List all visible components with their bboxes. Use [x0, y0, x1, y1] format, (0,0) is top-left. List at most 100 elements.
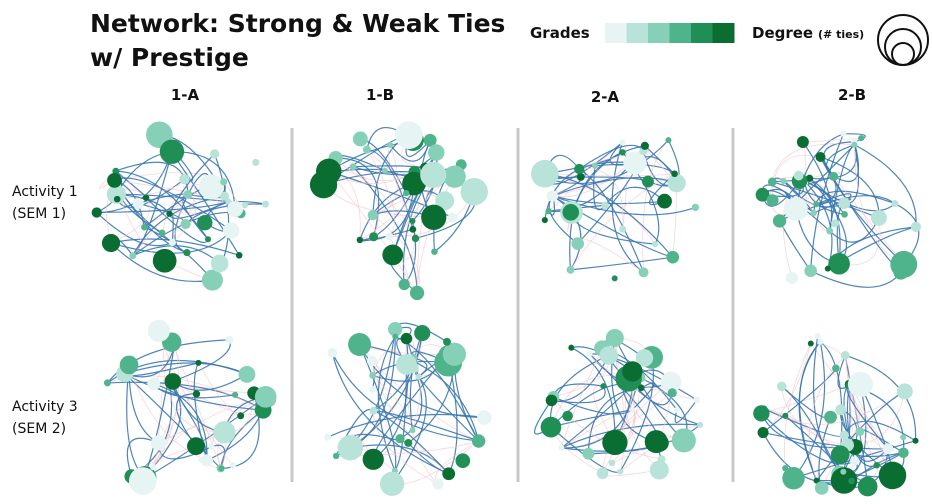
node — [324, 433, 332, 441]
node — [830, 467, 858, 494]
node — [896, 383, 913, 400]
node — [447, 212, 458, 223]
strong-tie — [327, 413, 485, 438]
node — [128, 467, 157, 495]
node — [900, 434, 907, 441]
node — [623, 151, 647, 175]
node — [757, 427, 769, 439]
strong-tie — [409, 332, 423, 431]
node — [141, 223, 148, 231]
strong-tie — [132, 245, 221, 264]
strong-tie — [153, 383, 208, 461]
node — [443, 165, 466, 188]
weak-tie — [359, 344, 448, 356]
strong-tie — [843, 133, 866, 143]
node — [106, 184, 126, 204]
node — [91, 207, 102, 218]
node — [369, 372, 376, 379]
strong-tie — [561, 423, 701, 449]
node — [152, 248, 177, 273]
node — [369, 232, 379, 242]
node — [423, 133, 437, 147]
strong-tie — [185, 203, 266, 225]
node — [192, 390, 201, 398]
strong-tie — [96, 212, 173, 247]
node — [180, 218, 191, 230]
strong-tie — [106, 339, 230, 384]
weak-tie — [366, 149, 395, 237]
node — [855, 427, 865, 436]
node — [395, 121, 423, 150]
node — [651, 434, 669, 452]
strong-tie — [810, 270, 902, 288]
node — [225, 335, 234, 344]
weak-tie — [763, 408, 841, 455]
node — [602, 429, 628, 456]
node — [666, 250, 680, 264]
node — [673, 406, 681, 414]
node — [782, 465, 789, 472]
weak-tie — [371, 360, 479, 442]
node — [828, 253, 850, 275]
degree-icon — [877, 14, 929, 66]
node — [826, 227, 834, 235]
node — [366, 355, 378, 367]
strong-tie — [551, 355, 610, 402]
node — [601, 201, 609, 210]
network — [91, 121, 269, 291]
strong-tie — [571, 347, 616, 443]
node — [582, 447, 595, 460]
node — [166, 210, 173, 217]
node — [784, 197, 808, 221]
node — [576, 172, 585, 181]
weak-tie — [762, 343, 812, 433]
node — [432, 478, 444, 490]
node — [638, 267, 649, 278]
strong-tie — [544, 161, 636, 221]
node — [635, 349, 654, 367]
node — [107, 173, 122, 188]
node — [667, 173, 686, 193]
node — [878, 461, 907, 490]
node — [254, 386, 277, 408]
node — [848, 477, 855, 485]
node — [235, 252, 243, 259]
node — [851, 141, 858, 148]
node — [830, 445, 850, 465]
strong-tie — [631, 382, 655, 411]
node — [622, 361, 643, 382]
weak-tie — [672, 183, 677, 258]
node — [431, 248, 438, 256]
weak-tie — [810, 343, 851, 385]
strong-tie — [552, 176, 677, 197]
node — [349, 163, 357, 171]
node — [129, 252, 137, 260]
node — [223, 222, 240, 239]
node — [804, 264, 817, 278]
node — [442, 342, 467, 366]
node — [362, 145, 371, 154]
strong-tie — [124, 373, 264, 411]
node — [442, 467, 456, 481]
node — [605, 328, 624, 347]
node — [101, 233, 121, 253]
node — [814, 481, 829, 495]
grade-swatch — [669, 23, 692, 43]
strong-tie — [389, 140, 431, 162]
network — [103, 319, 277, 495]
node — [838, 197, 851, 210]
node — [208, 443, 215, 450]
strong-tie — [359, 344, 397, 471]
node — [159, 139, 185, 164]
weak-tie — [152, 393, 197, 468]
node — [395, 434, 405, 444]
strong-tie — [816, 390, 906, 481]
node — [849, 456, 860, 466]
node — [898, 447, 909, 459]
node — [815, 152, 826, 162]
row-label: Activity 3 — [12, 399, 78, 415]
node — [611, 275, 618, 282]
weak-tie — [388, 144, 413, 222]
node — [398, 278, 410, 291]
node — [667, 388, 677, 398]
